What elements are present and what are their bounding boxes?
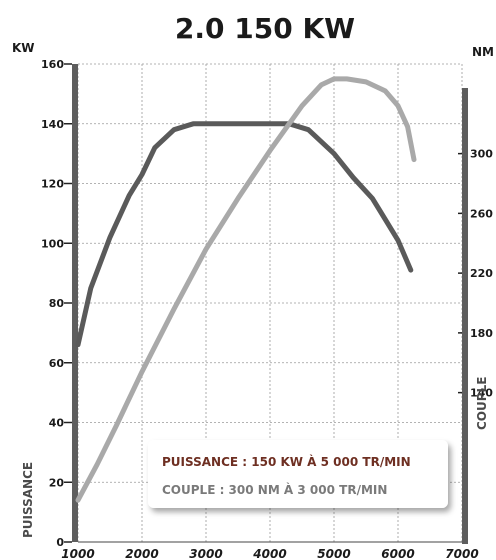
x-tick-label-5: 6000 bbox=[381, 547, 414, 560]
legend: PUISSANCE : 150 KW À 5 000 TR/MIN COUPLE… bbox=[148, 440, 448, 508]
left-tick-label-0: 0 bbox=[56, 536, 64, 549]
left-axis-label: PUISSANCE bbox=[21, 462, 35, 538]
left-axis-unit: KW bbox=[12, 41, 35, 55]
left-tick-label-3: 60 bbox=[49, 357, 65, 370]
right-axis-bar bbox=[462, 88, 468, 544]
legend-power: PUISSANCE : 150 KW À 5 000 TR/MIN bbox=[162, 454, 411, 469]
right-tick-label-1: 180 bbox=[470, 327, 493, 340]
left-tick-label-6: 120 bbox=[41, 178, 64, 191]
series-lines bbox=[75, 76, 417, 503]
x-tick-label-2: 3000 bbox=[189, 547, 222, 560]
x-tick-label-1: 2000 bbox=[125, 547, 158, 560]
x-tick-label-3: 4000 bbox=[252, 547, 286, 560]
right-tick-label-3: 260 bbox=[470, 207, 493, 220]
grid bbox=[77, 63, 463, 543]
right-axis-ticks: 140 180 220 260 300 bbox=[458, 148, 493, 400]
left-tick-label-5: 100 bbox=[41, 237, 64, 250]
left-axis-bar bbox=[72, 64, 78, 542]
torque-series-line bbox=[75, 76, 417, 503]
x-axis-ticks: 1000 2000 3000 4000 5000 6000 7000 bbox=[61, 547, 478, 560]
left-tick-label-8: 160 bbox=[41, 58, 64, 71]
legend-torque: COUPLE : 300 NM À 3 000 TR/MIN bbox=[162, 482, 387, 497]
left-tick-label-1: 20 bbox=[49, 476, 65, 489]
right-axis-unit: NM bbox=[472, 45, 494, 59]
chart-title: 2.0 150 KW bbox=[175, 12, 355, 45]
power-series-line bbox=[75, 121, 414, 348]
x-tick-label-6: 7000 bbox=[445, 547, 478, 560]
x-tick-label-4: 5000 bbox=[317, 547, 350, 560]
legend-box bbox=[148, 440, 448, 508]
right-tick-label-0: 140 bbox=[470, 387, 493, 400]
right-axis-label: COUPLE bbox=[475, 377, 489, 430]
left-tick-label-2: 40 bbox=[49, 417, 65, 430]
x-tick-label-0: 1000 bbox=[61, 547, 94, 560]
left-tick-label-7: 140 bbox=[41, 118, 64, 131]
left-axis-ticks: 0 20 40 60 80 100 120 140 160 bbox=[41, 58, 72, 549]
right-tick-label-4: 300 bbox=[470, 148, 493, 161]
left-tick-label-4: 80 bbox=[49, 297, 65, 310]
right-tick-label-2: 220 bbox=[470, 267, 493, 280]
